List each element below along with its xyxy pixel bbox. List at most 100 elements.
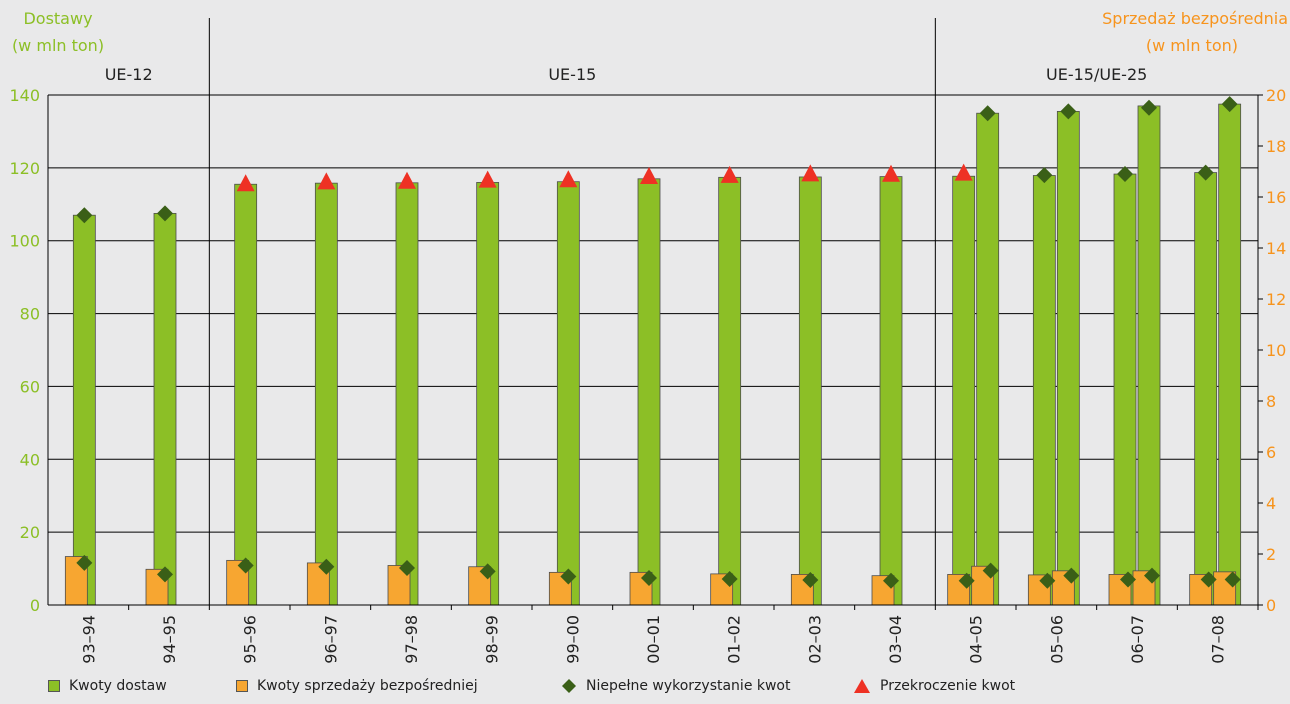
left-axis-title-line1: Dostawy [23, 9, 92, 28]
left-tick-label: 40 [20, 450, 40, 469]
legend: Kwoty dostaw Kwoty sprzedaży bezpośredni… [0, 678, 1290, 700]
left-tick-label: 140 [9, 86, 40, 105]
left-tick-label: 80 [20, 305, 40, 324]
under-use-diamond-marker [1063, 567, 1080, 584]
x-tick-label: 03–04 [886, 615, 905, 664]
right-axis-title-line2: (w mln ton) [1146, 36, 1238, 55]
delivery-quota-bar [718, 176, 742, 606]
x-tick-label: 99–00 [563, 615, 582, 664]
under-use-diamond-marker [76, 554, 93, 571]
x-tick-label: 96–97 [321, 615, 340, 664]
under-use-diamond-marker [157, 205, 173, 222]
legend-label-under: Niepełne wykorzystanie kwot [586, 678, 791, 694]
under-use-diamond-marker [237, 557, 254, 574]
x-tick-label: 02–03 [805, 615, 824, 664]
delivery-quota-bar [637, 178, 661, 606]
x-tick-label: 95–96 [241, 615, 260, 664]
under-use-diamond-marker [1036, 167, 1053, 184]
excess-triangle-marker [720, 165, 739, 183]
right-tick-label: 12 [1266, 290, 1286, 309]
x-tick-label: 93–94 [79, 615, 98, 664]
under-use-diamond-marker [1060, 103, 1077, 120]
right-tick-label: 2 [1266, 545, 1276, 564]
legend-label-delivery: Kwoty dostaw [69, 678, 167, 694]
legend-triangle-icon [854, 679, 870, 693]
under-use-diamond-marker [157, 566, 173, 583]
bars [64, 103, 1242, 606]
under-use-diamond-marker [1200, 571, 1217, 588]
under-use-diamond-marker [1039, 572, 1056, 589]
x-tick-label: 06–07 [1128, 615, 1147, 664]
excess-triangle-marker [801, 164, 820, 182]
legend-diamond-icon [562, 679, 576, 693]
under-use-diamond-marker [1117, 166, 1133, 183]
right-axis-title-line1: Sprzedaż bezpośrednia [1102, 9, 1288, 28]
x-tick-label: 07–08 [1209, 615, 1228, 664]
delivery-quota-bar [1137, 105, 1161, 606]
under-use-diamond-marker [958, 572, 975, 589]
under-use-diamond-marker [318, 558, 335, 575]
delivery-quota-bar [476, 182, 500, 606]
under-use-diamond-marker [1221, 96, 1238, 113]
delivery-quota-bar [879, 176, 903, 606]
region-label: UE-12 [105, 65, 153, 84]
right-tick-label: 6 [1266, 443, 1276, 462]
delivery-quota-bar [314, 182, 338, 606]
x-tick-label: 94–95 [160, 615, 179, 664]
right-tick-label: 20 [1266, 86, 1286, 105]
excess-triangle-marker [398, 171, 416, 189]
region-dividers: UE-12 UE-15 UE-15/UE-25 [105, 18, 1147, 605]
delivery-quota-bar [976, 112, 1000, 606]
delivery-quota-bar [1194, 172, 1218, 606]
under-use-diamond-marker [883, 572, 899, 589]
region-label: UE-15 [548, 65, 596, 84]
under-use-diamond-marker [1197, 164, 1214, 181]
delivery-quota-bar [1113, 173, 1137, 606]
excess-triangle-marker [559, 170, 578, 188]
under-use-diamond-marker [1141, 99, 1157, 116]
excess-triangle-marker [954, 163, 973, 181]
excess-triangle-marker [640, 166, 658, 184]
delivery-quota-bar [395, 182, 419, 606]
left-axis-title-line2: (w mln ton) [12, 36, 104, 55]
x-tick-label: 01–02 [725, 615, 744, 664]
right-tick-label: 16 [1266, 188, 1286, 207]
delivery-quota-bar [798, 176, 822, 606]
excess-triangle-marker [236, 174, 255, 192]
x-tick-label: 05–06 [1047, 615, 1066, 664]
excess-triangle-marker [317, 172, 336, 190]
legend-item-delivery: Kwoty dostaw [48, 678, 167, 694]
delivery-quota-bar [1056, 110, 1080, 606]
right-tick-label: 14 [1266, 239, 1286, 258]
legend-label-direct: Kwoty sprzedaży bezpośredniej [257, 678, 478, 694]
under-use-diamond-marker [479, 563, 496, 580]
x-tick-label: 04–05 [967, 615, 986, 664]
under-use-diamond-marker [979, 105, 996, 122]
legend-item-direct: Kwoty sprzedaży bezpośredniej [236, 678, 478, 694]
delivery-quota-bar [234, 183, 258, 606]
legend-label-over: Przekroczenie kwot [880, 678, 1016, 694]
right-tick-label: 4 [1266, 494, 1276, 513]
x-tick-label: 97–98 [402, 615, 421, 664]
delivery-quota-bar [153, 212, 177, 606]
under-use-diamond-marker [641, 569, 657, 586]
right-tick-label: 0 [1266, 596, 1276, 615]
right-tick-label: 18 [1266, 137, 1286, 156]
under-use-diamond-marker [721, 570, 738, 587]
delivery-quota-bar [1218, 103, 1242, 606]
left-tick-label: 0 [30, 596, 40, 615]
delivery-quota-bar [952, 175, 976, 606]
excess-triangle-marker [478, 170, 497, 188]
under-use-diamond-marker [982, 562, 999, 579]
legend-square-orange-icon [236, 680, 248, 692]
delivery-quota-bar [556, 181, 580, 606]
left-tick-label: 100 [9, 232, 40, 251]
markers [76, 96, 1241, 589]
under-use-diamond-marker [1120, 571, 1136, 588]
under-use-diamond-marker [802, 572, 819, 589]
legend-item-under: Niepełne wykorzystanie kwot [561, 678, 791, 694]
delivery-quota-bar [72, 214, 96, 606]
left-tick-label: 120 [9, 159, 40, 178]
under-use-diamond-marker [1144, 567, 1160, 584]
delivery-quota-bar [1032, 175, 1056, 606]
